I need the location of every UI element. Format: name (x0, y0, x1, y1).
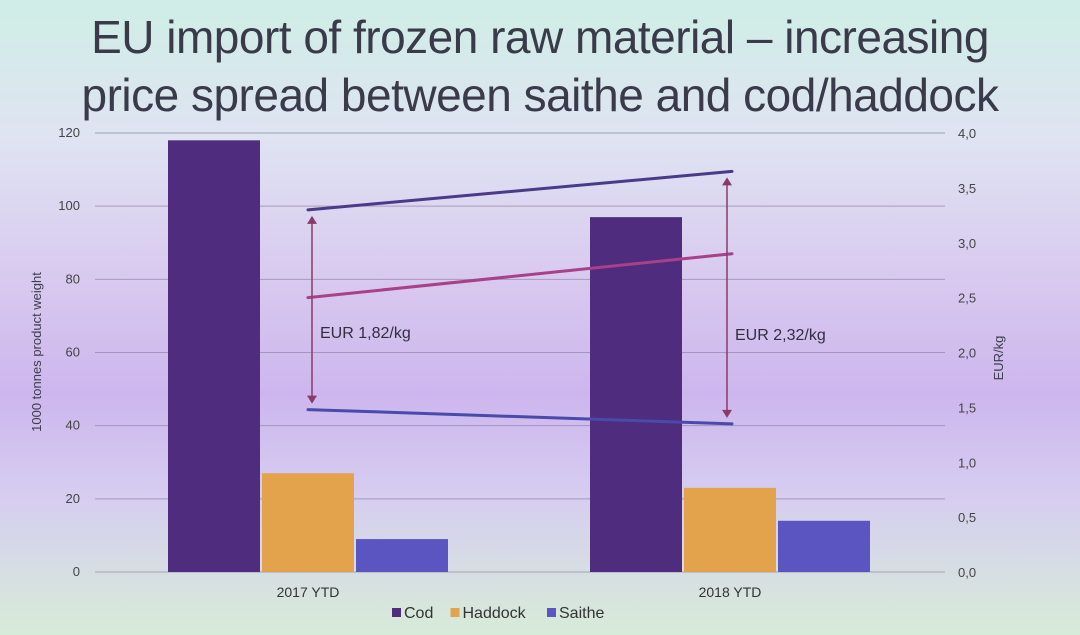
y-tick-label: 0 (73, 564, 80, 579)
legend-swatch-haddock (450, 608, 460, 617)
annotation-2018: EUR 2,32/kg (735, 327, 826, 344)
legend-label-cod: Cod (404, 605, 433, 622)
spread-arrow-head-down (722, 409, 732, 418)
bar-cod (168, 140, 260, 573)
y2-tick-label: 0,0 (958, 565, 976, 580)
y-tick-label: 120 (58, 125, 80, 140)
legend-label-saithe: Saithe (559, 605, 604, 622)
price-line (306, 252, 734, 300)
spread-arrow-head-down (307, 395, 317, 404)
y-tick-label: 100 (58, 198, 80, 213)
y2-tick-label: 3,0 (958, 236, 976, 251)
y2-tick-label: 3,5 (958, 181, 976, 196)
y2-tick-label: 2,5 (958, 291, 976, 306)
bar-haddock (684, 487, 776, 572)
y-axis-title: 1000 tonnes product weight (29, 272, 44, 432)
price-line (306, 408, 734, 426)
spread-arrow-head-up (722, 177, 732, 186)
y2-tick-label: 0,5 (958, 510, 976, 525)
legend-label-haddock: Haddock (463, 605, 527, 622)
bar-saithe (778, 520, 870, 572)
bar-haddock (262, 473, 354, 572)
y-tick-label: 40 (66, 418, 80, 433)
price-line (306, 169, 734, 212)
y-tick-label: 80 (66, 271, 80, 286)
legend-swatch-cod (392, 608, 401, 617)
y2-tick-label: 1,0 (958, 455, 976, 470)
y-tick-label: 60 (66, 345, 80, 360)
y2-tick-label: 1,5 (958, 400, 976, 415)
spread-arrow-head-up (307, 215, 317, 224)
y2-tick-label: 4,0 (958, 126, 976, 141)
legend-swatch-saithe (547, 608, 556, 617)
title-line-1: EU import of frozen raw material – incre… (91, 11, 989, 63)
annotation-2017: EUR 1,82/kg (320, 325, 411, 342)
x-tick-label: 2018 YTD (699, 584, 762, 600)
x-tick-label: 2017 YTD (277, 584, 340, 600)
y2-tick-label: 2,0 (958, 346, 976, 361)
bar-saithe (356, 539, 448, 572)
chart-title: EU import of frozen raw material – incre… (0, 8, 1080, 124)
y2-axis-title: EUR/kg (991, 336, 1006, 381)
y-tick-label: 20 (66, 491, 80, 506)
bar-cod (590, 217, 682, 572)
title-line-2: price spread between saithe and cod/hadd… (81, 69, 999, 121)
